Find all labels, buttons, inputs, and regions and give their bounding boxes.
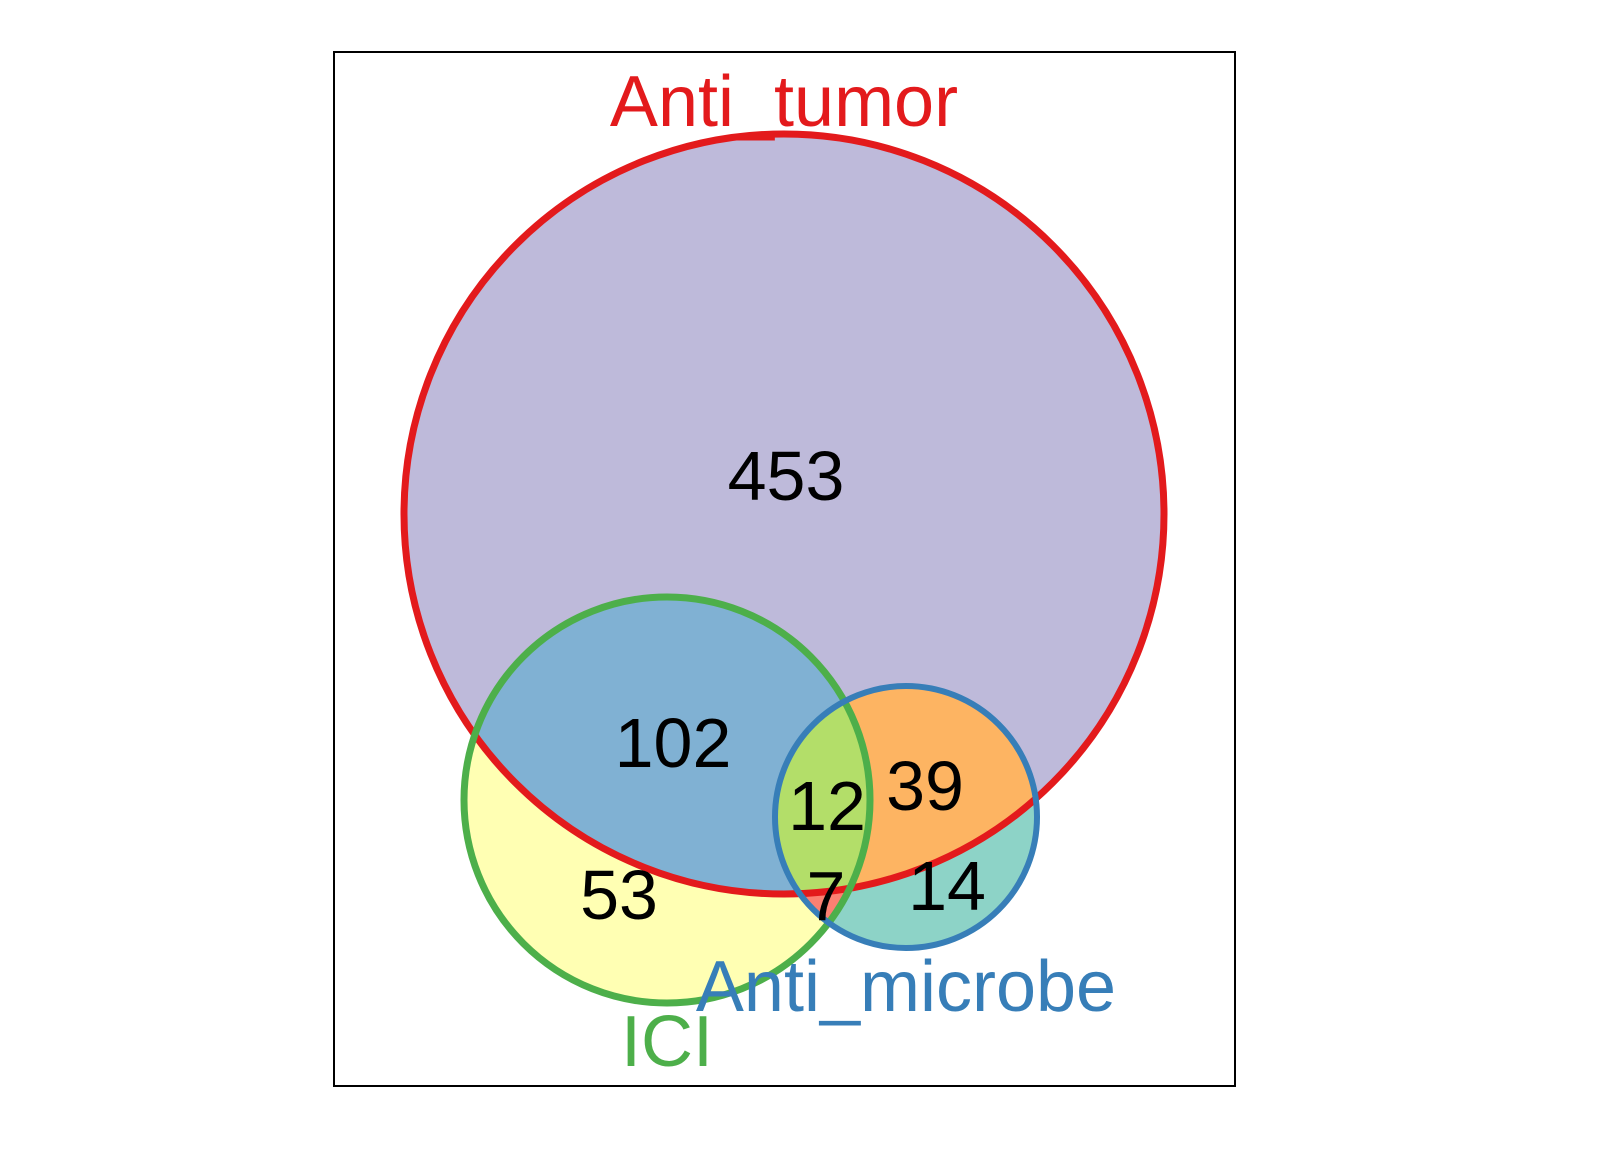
anti-tumor-circle bbox=[400, 130, 1168, 898]
anti-microbe-circle bbox=[772, 683, 1040, 951]
region-tumor-ici bbox=[464, 597, 870, 894]
count-ici-microbe: 7 bbox=[807, 857, 846, 935]
anti-tumor-label: Anti_tumor bbox=[610, 62, 958, 142]
ici-label: ICI bbox=[621, 1002, 713, 1082]
count-tumor-microbe: 39 bbox=[886, 747, 964, 825]
ici-circle bbox=[460, 593, 874, 1007]
count-anti-microbe-only: 14 bbox=[908, 847, 986, 925]
region-all-three bbox=[775, 686, 870, 894]
count-anti-tumor-only: 453 bbox=[728, 437, 845, 515]
count-all-three: 12 bbox=[788, 767, 866, 845]
plot-frame bbox=[333, 51, 1236, 1087]
anti-microbe-label: Anti_microbe bbox=[696, 947, 1116, 1027]
count-ici-only: 53 bbox=[580, 856, 658, 934]
count-tumor-ici: 102 bbox=[615, 704, 732, 782]
